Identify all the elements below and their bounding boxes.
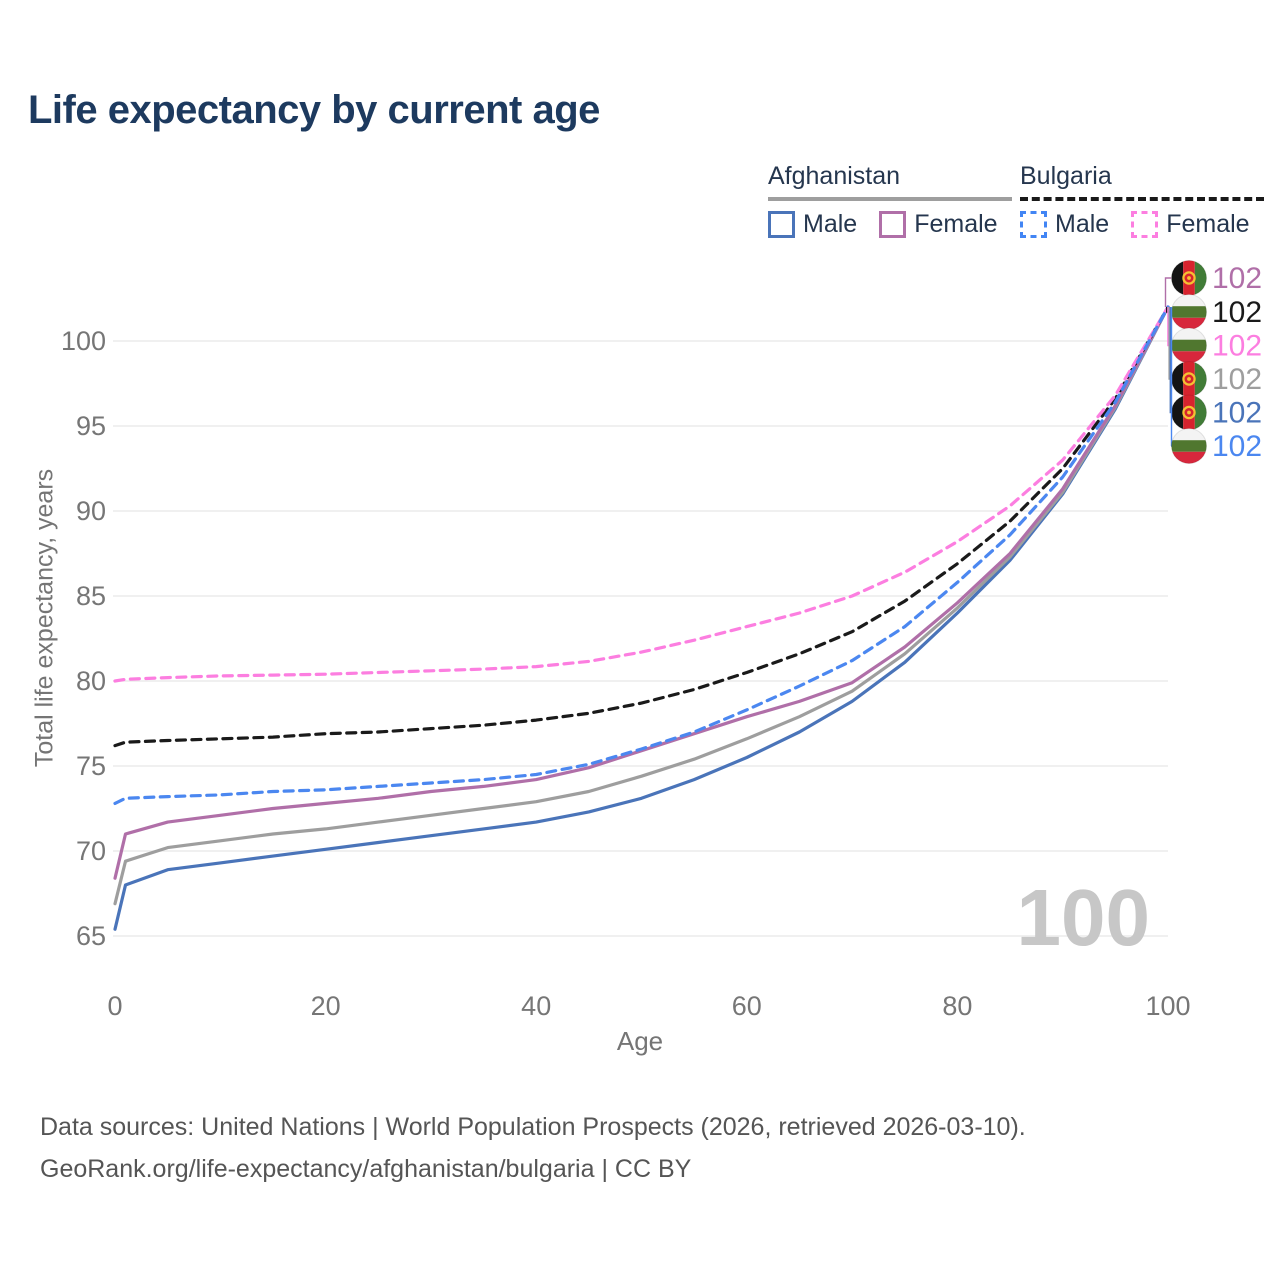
x-tick-label-40: 40 — [521, 991, 551, 1021]
y-tick-label-90: 90 — [76, 496, 106, 526]
y-tick-label-80: 80 — [76, 666, 106, 696]
age-watermark: 100 — [1017, 873, 1150, 962]
end-value-afghanistan-male: 102 — [1212, 397, 1262, 430]
flag-icon-bulgaria — [1171, 428, 1207, 464]
y-tick-label-100: 100 — [61, 326, 106, 356]
legend-group-bulgaria: Bulgaria Male Female — [1020, 162, 1264, 239]
end-label-leader-afghanistan-male — [1169, 307, 1171, 414]
flag-icon-afghanistan — [1171, 394, 1207, 431]
flag-icon-bulgaria — [1171, 294, 1207, 330]
legend-swatch-afghanistan-female[interactable] — [879, 211, 907, 238]
end-value-bulgaria-female: 102 — [1212, 330, 1262, 363]
legend-label-afghanistan-female[interactable]: Female — [914, 210, 998, 238]
y-tick-label-95: 95 — [76, 411, 106, 441]
end-label-leader-afghanistan-female — [1164, 277, 1171, 307]
page-title: Life expectancy by current age — [28, 88, 600, 132]
legend-linestyle-solid-sample — [768, 197, 1012, 201]
x-tick-label-20: 20 — [311, 991, 341, 1021]
flag-icon-afghanistan — [1171, 361, 1207, 397]
x-tick-label-60: 60 — [732, 991, 762, 1021]
y-tick-label-70: 70 — [76, 836, 106, 866]
legend-country-bulgaria[interactable]: Bulgaria — [1020, 162, 1112, 190]
y-tick-label-85: 85 — [76, 581, 106, 611]
series-line-afghanistan[interactable] — [113, 305, 1170, 906]
flag-icon-afghanistan — [1171, 260, 1207, 296]
legend-swatch-bulgaria-male[interactable] — [1020, 211, 1047, 238]
footer-data-sources: Data sources: United Nations | World Pop… — [40, 1113, 1026, 1141]
legend-label-bulgaria-female[interactable]: Female — [1166, 210, 1250, 238]
x-tick-label-80: 80 — [942, 991, 972, 1021]
y-axis-title: Total life expectancy, years — [30, 468, 59, 768]
end-value-afghanistan: 102 — [1212, 363, 1262, 396]
legend-label-bulgaria-male[interactable]: Male — [1055, 210, 1110, 238]
legend-swatch-afghanistan-male[interactable] — [768, 211, 795, 238]
series-line-afghanistan-female[interactable] — [113, 305, 1170, 880]
series-line-bulgaria-female[interactable] — [113, 305, 1170, 683]
footer-attribution-link: GeoRank.org/life-expectancy/afghanistan/… — [40, 1155, 692, 1183]
legend-group-afghanistan: Afghanistan Male Female — [768, 162, 1012, 239]
series-line-bulgaria-male[interactable] — [113, 305, 1170, 805]
series-line-afghanistan-male[interactable] — [113, 305, 1170, 931]
legend-linestyle-dashed-sample — [1020, 197, 1264, 201]
x-axis-title: Age — [616, 1026, 664, 1056]
end-value-bulgaria: 102 — [1212, 296, 1262, 329]
end-label-leader-bulgaria-male — [1170, 307, 1173, 447]
legend-swatch-bulgaria-female[interactable] — [1131, 211, 1159, 238]
legend-label-afghanistan-male[interactable]: Male — [803, 210, 858, 238]
footer: Data sources: United Nations | World Pop… — [40, 1106, 1026, 1190]
x-tick-label-100: 100 — [1145, 991, 1190, 1021]
x-tick-label-0: 0 — [107, 991, 122, 1021]
y-tick-label-65: 65 — [76, 921, 106, 951]
y-tick-label-75: 75 — [76, 751, 106, 781]
end-value-afghanistan-female: 102 — [1212, 262, 1262, 295]
series-line-bulgaria[interactable] — [113, 305, 1170, 748]
flag-icon-bulgaria — [1171, 327, 1207, 364]
legend-country-afghanistan[interactable]: Afghanistan — [768, 162, 901, 190]
end-value-bulgaria-male: 102 — [1212, 430, 1262, 463]
